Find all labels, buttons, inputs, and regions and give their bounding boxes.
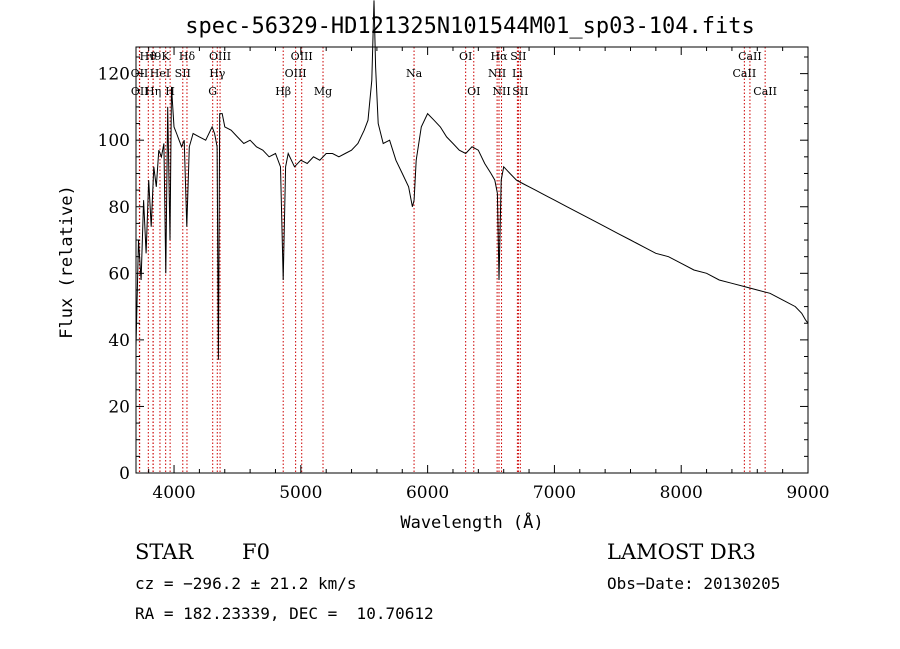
line-marker-label-1: OII (131, 85, 149, 98)
line-marker-label-11: Hγ (209, 67, 226, 80)
line-marker-label-14: OIII (285, 67, 307, 80)
y-tick-label-20: 20 (108, 397, 130, 417)
line-marker-label-25: SII (512, 85, 528, 98)
x-tick-label-6000: 6000 (406, 483, 449, 503)
spectrum-series-line (135, 0, 809, 360)
line-marker-label-23: Li (512, 67, 523, 80)
line-marker-label-26: CaII (738, 50, 762, 63)
line-marker-label-12: G (208, 85, 217, 98)
line-marker-label-16: Mg (314, 85, 332, 98)
line-marker-label-17: Na (406, 67, 423, 80)
x-tick-label-7000: 7000 (533, 483, 576, 503)
y-tick-label-80: 80 (108, 198, 130, 218)
line-marker-label-22: NII (488, 67, 506, 80)
line-marker-label-18: OI (459, 50, 472, 63)
line-marker-label-3: Hϑ (140, 50, 158, 63)
x-axis-ticks: 4000 5000 6000 7000 8000 9000 (148, 47, 830, 503)
line-marker-label-8: H (165, 85, 175, 98)
line-marker-label-19: OI (467, 85, 480, 98)
coordinates-readout: RA = 182.23339, DEC = 10.70612 (135, 604, 434, 623)
line-marker-label-2: H9 (145, 50, 162, 63)
line-markers (138, 47, 766, 473)
redshift-readout: cz = −296.2 ± 21.2 km/s (135, 574, 357, 593)
line-marker-label-28: CaII (753, 85, 777, 98)
observation-date: Obs−Date: 20130205 (607, 574, 781, 593)
spectrum-chart: spec-56329-HD121325N101544M01_sp03-104.f… (57, 0, 830, 533)
y-axis-label: Flux (relative) (57, 185, 77, 339)
object-subclass: F0 (242, 540, 270, 564)
line-marker-label-6: K (162, 50, 171, 63)
y-tick-label-0: 0 (119, 464, 130, 484)
object-class: STAR (135, 540, 194, 564)
y-axis-ticks: 0 20 40 60 80 100 120 (98, 56, 808, 484)
line-marker-label-21: SII (510, 50, 526, 63)
x-tick-label-5000: 5000 (279, 483, 322, 503)
x-tick-label-4000: 4000 (152, 483, 195, 503)
y-tick-label-60: 60 (108, 264, 130, 284)
x-tick-label-9000: 9000 (786, 483, 829, 503)
y-tick-label-100: 100 (98, 131, 130, 151)
line-marker-label-15: Hβ (275, 85, 291, 98)
line-marker-label-27: CaII (733, 67, 757, 80)
x-tick-label-8000: 8000 (660, 483, 703, 503)
line-marker-label-5: Hη (145, 85, 161, 98)
line-marker-label-4: HeI (150, 67, 170, 80)
line-marker-label-10: OIII (209, 50, 231, 63)
line-marker-label-24: NII (492, 85, 510, 98)
line-marker-label-20: Hα (490, 50, 508, 63)
chart-title: spec-56329-HD121325N101544M01_sp03-104.f… (185, 14, 755, 39)
y-tick-label-40: 40 (108, 331, 130, 351)
line-marker-label-13: OIII (291, 50, 313, 63)
survey-name: LAMOST DR3 (607, 540, 756, 564)
line-marker-label-9: Hδ (179, 50, 196, 63)
y-tick-label-120: 120 (98, 65, 130, 85)
plot-frame (135, 46, 809, 474)
line-marker-label-7: SII (175, 67, 191, 80)
x-axis-label: Wavelength (Å) (400, 511, 543, 533)
